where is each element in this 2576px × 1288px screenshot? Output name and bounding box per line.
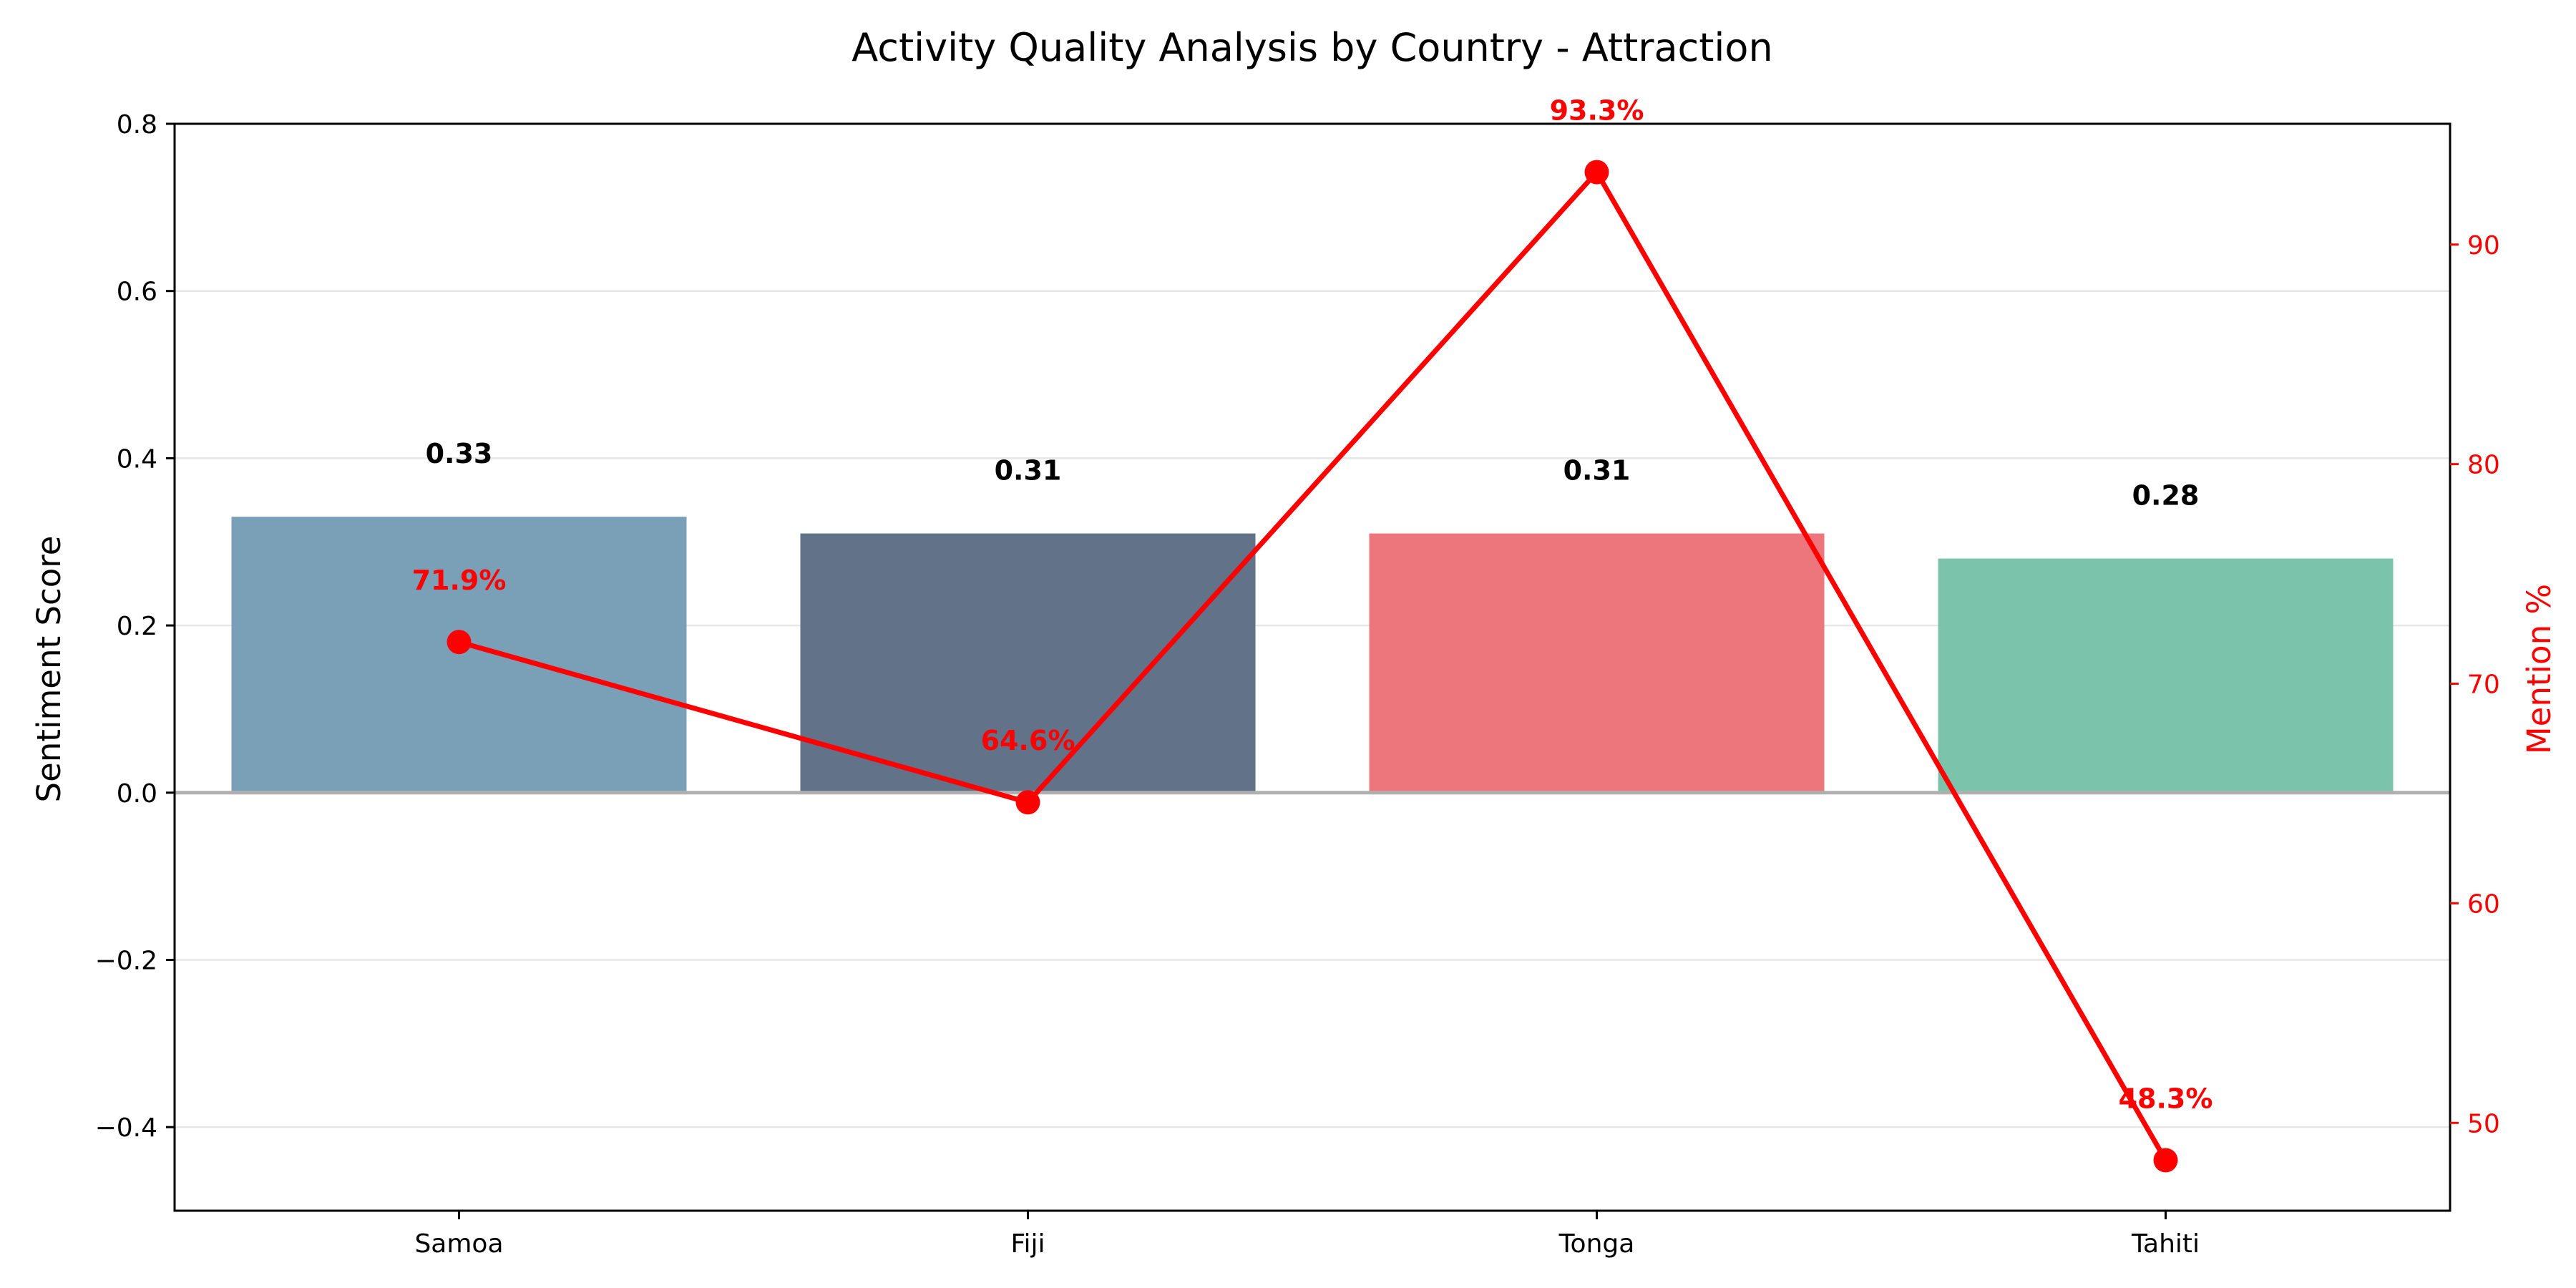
bar-layer [231,517,2394,793]
x-tick-label: Tonga [1558,1229,1635,1259]
y-axis-title: Sentiment Score [30,536,68,803]
mention-value-label: 64.6% [981,725,1075,756]
y2-tick-label: 50 [2467,1109,2500,1138]
y-tick-label: 0.8 [117,110,157,140]
y-tick-label: 0.6 [117,278,157,307]
y2-tick-label: 90 [2467,231,2500,260]
y2-tick-label: 70 [2467,670,2500,700]
bar-samoa [231,517,687,793]
bar-tahiti [1938,558,2394,793]
bar-fiji [800,533,1256,793]
tick-layer: −0.4 −0.2 0.0 0.2 0.4 0.6 0.8 50 60 70 80 90 Samoa Fi… [95,110,2500,1259]
y2-tick-label: 60 [2467,889,2500,919]
data-label-layer: 0.33 0.31 0.31 0.28 71.9% 64.6% 93.3% 48.3% [412,95,2213,1115]
mention-marker-samoa [447,630,472,655]
line-layer [447,160,2178,1173]
plot-frame [173,122,2451,1212]
bar-value-label: 0.31 [995,455,1062,487]
x-tick-label: Samoa [414,1229,503,1259]
y2-axis-title: Mention % [2520,584,2558,754]
y-tick-label: −0.4 [95,1113,157,1143]
y2-tick-label: 80 [2467,451,2500,480]
mention-value-label: 71.9% [412,565,507,596]
mention-marker-fiji [1015,790,1040,815]
plot-frame-layer [173,122,2451,1212]
mention-value-label: 93.3% [1550,95,1644,127]
bar-value-label: 0.28 [2132,480,2200,512]
bar-value-label: 0.33 [426,438,493,469]
y-tick-label: 0.4 [117,444,157,474]
chart-title: Activity Quality Analysis by Country - A… [852,25,1772,70]
mention-value-label: 48.3% [2119,1083,2213,1114]
x-tick-label: Fiji [1010,1229,1045,1259]
mention-marker-tahiti [2153,1148,2178,1173]
bar-tonga [1369,533,1825,793]
y-tick-label: −0.2 [95,946,157,975]
bar-value-label: 0.31 [1563,455,1631,487]
mention-line [457,170,2168,1163]
mention-marker-tonga [1584,160,1609,185]
y-tick-label: 0.2 [117,612,157,641]
x-tick-label: Tahiti [2131,1229,2200,1259]
y-tick-label: 0.0 [117,779,157,809]
